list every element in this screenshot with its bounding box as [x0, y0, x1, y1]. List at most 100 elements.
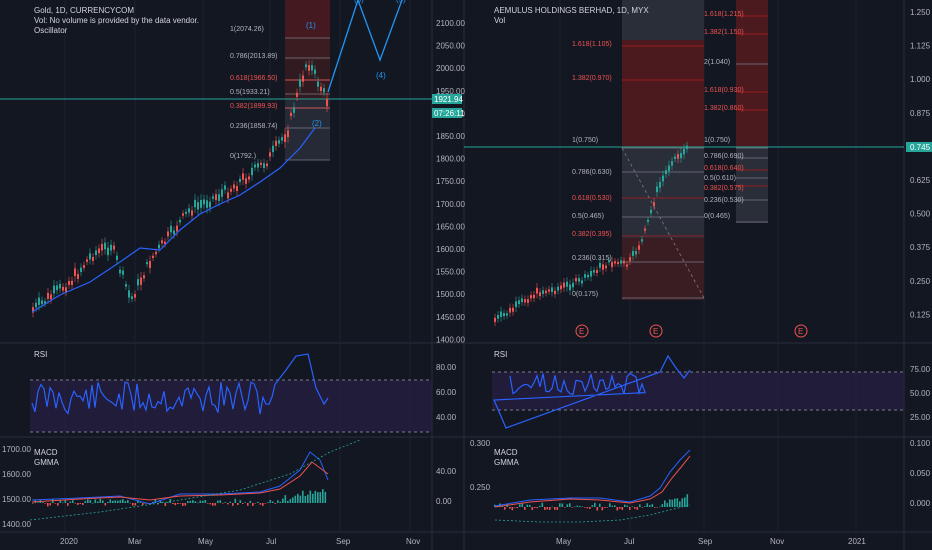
macd-bar [219, 500, 222, 503]
macd-bar [119, 500, 122, 503]
candle-body [164, 241, 166, 245]
candle-body [74, 268, 76, 277]
macd-bar [686, 494, 689, 507]
candle-body [116, 255, 118, 261]
macd-bar [79, 503, 82, 505]
macd-bar [504, 507, 506, 510]
candle-body [239, 178, 241, 183]
right-macd-label: MACD [494, 448, 518, 457]
left-chart-header: Gold, 1D, CURRENCYCOM Vol: No volume is … [34, 6, 199, 36]
candle-body [227, 192, 229, 199]
macd-bar [309, 490, 312, 503]
left-rsi-line [31, 353, 329, 415]
candle-body [602, 264, 604, 270]
left-macd-right-tick: 40.00 [436, 467, 457, 476]
candle-body [530, 295, 532, 299]
macd-bar [279, 501, 282, 503]
candle-body [113, 245, 115, 250]
right-fib-label: 0.786(0.630) [572, 169, 612, 176]
macd-bar [267, 502, 269, 503]
candle-body [218, 194, 220, 201]
left-fib-labels: 1(2074.26) 0.786(2013.89) 0.618(1966.50) 0.… [230, 26, 277, 160]
candle-body [611, 261, 613, 268]
candle-body [155, 251, 157, 255]
candle-body [647, 219, 649, 222]
macd-bar [614, 505, 616, 507]
macd-bar [521, 503, 524, 507]
candle-body [518, 300, 520, 305]
macd-bar [307, 494, 309, 503]
candle-body [107, 247, 109, 256]
candle-body [539, 292, 541, 297]
candle-body [290, 112, 292, 117]
candle-body [281, 137, 283, 141]
macd-bar [142, 503, 144, 505]
macd-bar [554, 507, 556, 510]
left-time-tick: Jul [266, 537, 276, 546]
macd-bar [37, 502, 39, 504]
earnings-marker-3: E [798, 327, 803, 336]
macd-bar [177, 503, 179, 505]
candle-body [233, 184, 235, 189]
macd-bar [47, 503, 49, 507]
candle-body [305, 64, 307, 68]
right-fib-label: 0.382(0.395) [572, 231, 612, 238]
macd-bar [596, 507, 599, 511]
candle-body [656, 186, 658, 193]
candle-body [248, 176, 250, 180]
macd-bar [656, 507, 659, 508]
right-fib-label: 0.618(0.530) [572, 195, 612, 202]
right-time-tick: 2021 [848, 537, 866, 546]
candle-body [149, 261, 151, 269]
macd-bar [242, 503, 244, 504]
macd-bar [232, 503, 234, 506]
macd-bar [634, 507, 636, 509]
macd-bar [164, 503, 167, 506]
macd-bar [302, 490, 304, 503]
right-fib-label: 0(0.175) [572, 291, 598, 298]
candle-body [59, 283, 61, 289]
candle-body [512, 307, 514, 312]
macd-bar [511, 507, 514, 511]
macd-bar [212, 503, 214, 506]
macd-bar [69, 501, 72, 503]
left-price-tick: 1850.00 [436, 132, 465, 141]
oscillator-axes: 80.00 60.00 40.00 75.00 50.00 25.00 1700.00 160… [2, 363, 931, 529]
candle-body [173, 230, 175, 235]
candle-body [65, 287, 67, 292]
left-macd-label: MACD [34, 448, 58, 457]
left-fib-box [285, 0, 330, 161]
macd-bar [651, 504, 654, 507]
candle-body [191, 210, 193, 216]
macd-bar [574, 506, 576, 508]
candle-body [125, 284, 127, 287]
left-chart-title: Gold, 1D, CURRENCYCOM [34, 6, 135, 15]
left-gmma-label: GMMA [34, 458, 59, 467]
candle-body [263, 163, 265, 168]
candle-body [68, 280, 70, 285]
left-price-axis: 2100.002050.002000.001950.001900.001850.… [436, 19, 465, 344]
candle-body [104, 242, 106, 250]
candle-body [194, 199, 196, 208]
macd-bar [184, 503, 187, 506]
candle-body [266, 163, 268, 167]
macd-bar [224, 502, 227, 503]
macd-bar [569, 503, 571, 507]
candle-body [152, 255, 154, 259]
macd-bar [227, 503, 229, 505]
candle-body [50, 294, 52, 300]
candle-body [302, 75, 304, 82]
candle-body [311, 65, 313, 71]
candle-body [677, 154, 679, 159]
candle-body [86, 259, 88, 262]
macd-bar [584, 507, 586, 508]
macd-bar [676, 498, 679, 507]
macd-bar [114, 500, 117, 503]
candle-body [41, 300, 43, 305]
candle-body [98, 248, 100, 254]
macd-bar [544, 507, 546, 510]
macd-bar [234, 498, 237, 503]
macd-bar [97, 501, 99, 503]
left-macd-left-tick: 1600.00 [2, 470, 31, 479]
macd-bar [299, 495, 302, 503]
